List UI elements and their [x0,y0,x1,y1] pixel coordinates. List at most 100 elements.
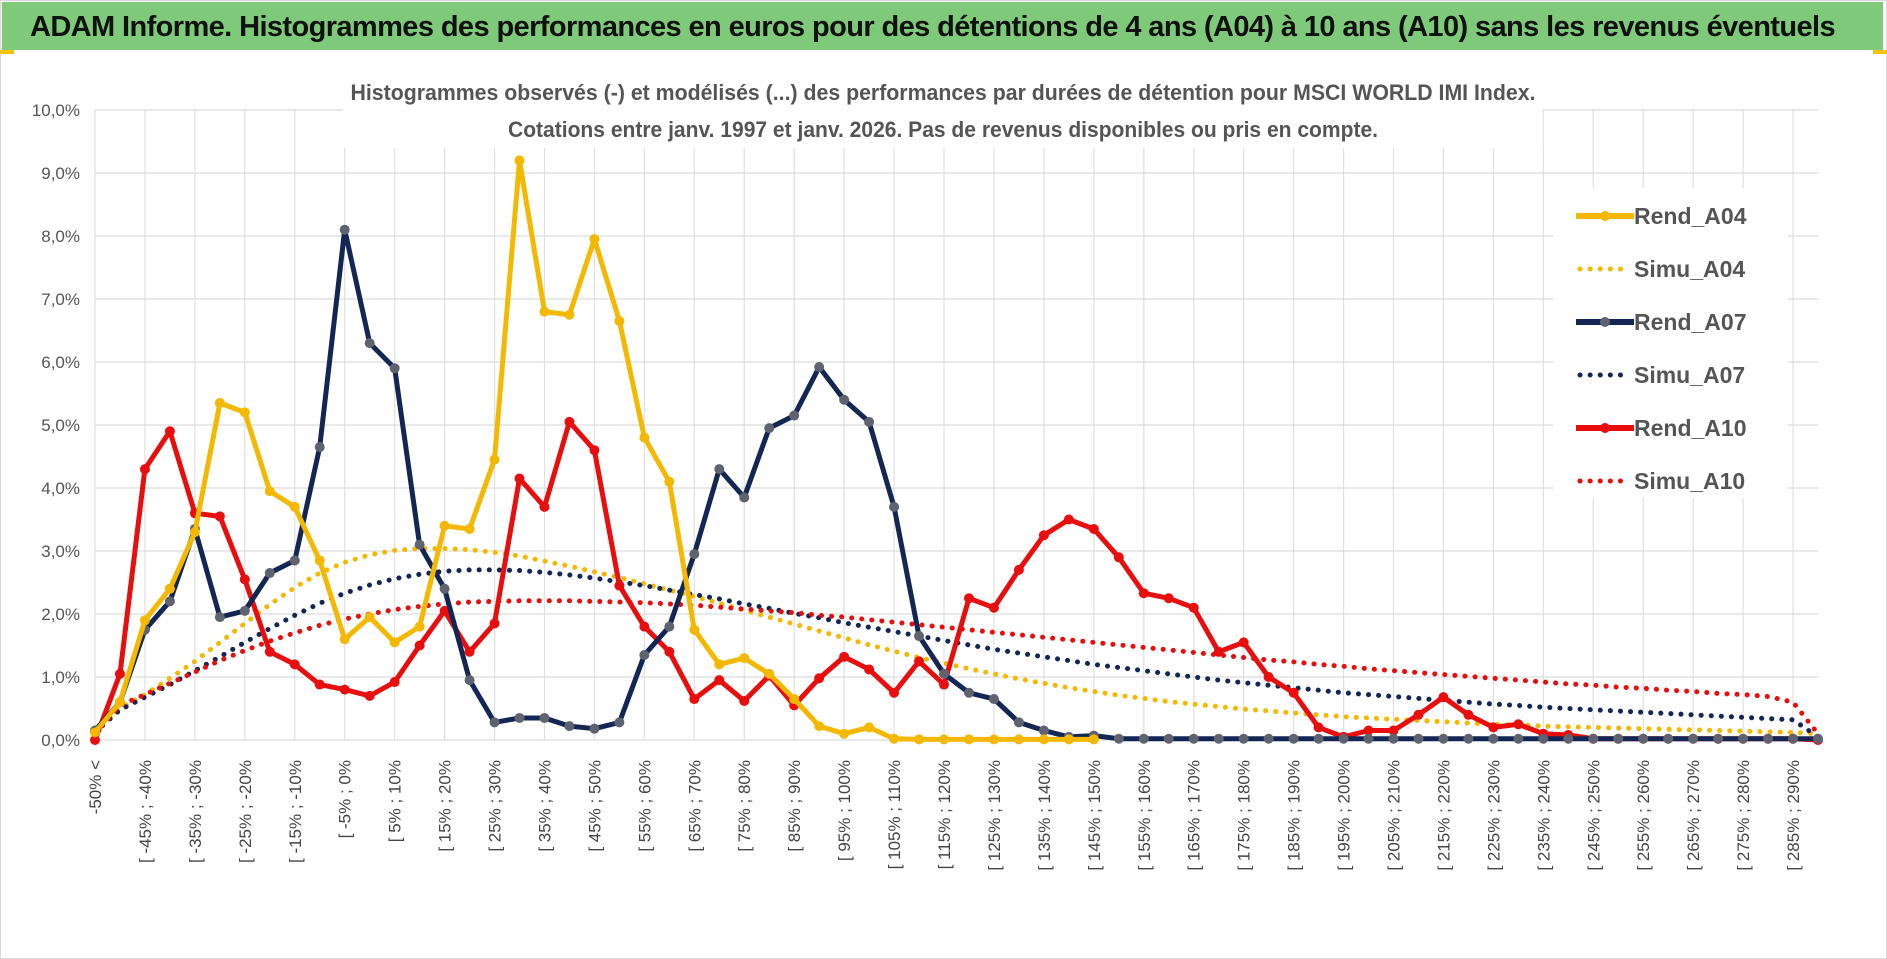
x-tick-label: [ 265% ; 270% [1684,760,1703,871]
data-point [664,476,675,487]
data-point [864,416,875,427]
data-point [489,454,500,465]
x-tick-label: [ -45% ; -40% [136,760,155,863]
legend-background [1553,188,1788,498]
x-tick-label: [ 195% ; 200% [1335,760,1354,871]
x-tick-label: [ -15% ; -10% [286,760,305,863]
data-point [1388,733,1399,744]
data-point [963,734,974,745]
data-point [1813,733,1823,744]
data-point [839,728,850,739]
x-tick-label: [ 5% ; 10% [386,760,405,842]
x-tick-label: [ -35% ; -30% [186,760,205,863]
data-point [314,555,325,566]
x-tick-label: [ 245% ; 250% [1584,760,1603,871]
series-simu-a04 [92,546,1821,737]
data-point [239,407,250,418]
data-point [389,677,400,688]
data-point [539,501,550,512]
y-tick-label: 8,0% [41,227,80,246]
legend-label-simu-a10: Simu_A10 [1634,468,1745,494]
x-tick-label: [ 115% ; 120% [935,760,954,869]
series-line-simu-a07 [92,567,1821,740]
data-point [1738,733,1749,744]
data-point [90,727,100,738]
data-point [639,621,650,632]
x-tick-label: [ 65% ; 70% [685,760,704,852]
data-point [589,234,600,245]
data-point [464,675,475,686]
legend-label-rend-a04: Rend_A04 [1634,203,1747,229]
data-point [289,501,300,512]
data-point [1238,733,1249,744]
data-point [1113,733,1124,744]
data-point [1488,722,1499,733]
data-point [339,224,350,235]
x-tick-label: [ -25% ; -20% [236,760,255,863]
data-point [939,668,950,679]
x-tick-label: [ 45% ; 50% [585,760,604,852]
data-point [464,646,475,657]
data-point [539,712,550,723]
x-tick-label: [ 95% ; 100% [835,760,854,861]
data-point [1563,733,1574,744]
data-point [139,464,150,475]
data-point [789,410,800,421]
chart-title: Histogrammes observés (-) et modélisés (… [351,80,1536,105]
data-point [764,668,775,679]
x-tick-label: [ 205% ; 210% [1384,760,1403,871]
report-banner: ADAM Informe. Histogrammes des performan… [2,2,1883,50]
data-point [1313,722,1324,733]
data-point [1238,637,1249,648]
data-point [214,397,225,408]
data-point [1038,725,1049,736]
data-point [988,734,999,745]
data-point [689,549,700,560]
data-point [464,523,475,534]
x-tick-label: [ 145% ; 150% [1085,760,1104,871]
data-point [864,664,875,675]
data-point [689,694,700,705]
data-point [714,659,725,670]
data-point [1288,687,1299,698]
data-point [1788,733,1799,744]
data-point [414,539,425,550]
y-tick-label: 0,0% [41,731,80,750]
data-point [1138,733,1149,744]
x-tick-label: [ 55% ; 60% [635,760,654,852]
data-point [914,656,925,667]
data-point [1013,717,1024,728]
data-point [264,486,275,497]
data-point [1613,733,1624,744]
data-point [489,618,500,629]
data-point [939,734,950,745]
data-point [839,651,850,662]
legend: Rend_A04 Simu_A04 Rend_A07 Simu_A07 Rend_A10… [1553,188,1788,498]
data-point [1088,734,1099,745]
data-point [988,694,999,705]
data-point [1038,734,1049,745]
legend-label-simu-a04: Simu_A04 [1634,256,1745,282]
data-point [239,605,250,616]
data-point [1363,725,1374,736]
x-tick-label: [ 165% ; 170% [1185,760,1204,871]
data-point [1163,593,1174,604]
data-point [1013,564,1024,575]
x-tick-label: [ 285% ; 290% [1784,760,1803,871]
series-simu-a07 [92,567,1821,740]
data-point [439,583,450,594]
x-tick-label: [ 85% ; 90% [785,760,804,852]
data-point [988,602,999,613]
data-point [1338,733,1349,744]
x-tick-label: -50% < [86,760,105,814]
data-point [1213,733,1224,744]
x-tick-label: [ 235% ; 240% [1534,760,1553,871]
data-point [1763,733,1774,744]
x-tick-label: [ 15% ; 20% [436,760,455,852]
data-point [1088,523,1099,534]
legend-label-rend-a07: Rend_A07 [1634,309,1746,335]
legend-label-simu-a07: Simu_A07 [1634,362,1745,388]
data-point [339,634,350,645]
data-point [664,646,675,657]
data-point [739,492,750,503]
